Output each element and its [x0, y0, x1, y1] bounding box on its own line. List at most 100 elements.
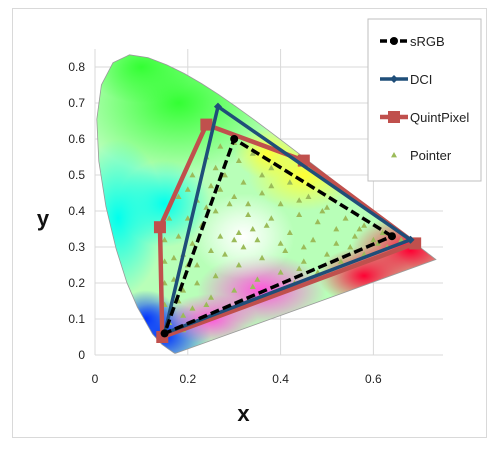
- locus-fill: [96, 54, 436, 354]
- data-point-pointer: [235, 157, 242, 163]
- y-tick-label: 0: [78, 348, 85, 362]
- data-point-pointer: [217, 233, 224, 239]
- data-point-pointer: [398, 236, 405, 243]
- y-tick-label: 0.7: [68, 96, 85, 110]
- data-point-pointer: [212, 272, 219, 279]
- legend-label: Pointer: [410, 148, 452, 163]
- legend-label: QuintPixel: [410, 110, 469, 125]
- data-point-pointer: [235, 229, 242, 235]
- legend-label: DCI: [410, 72, 432, 87]
- legend: sRGB DCI QuintPixel Pointer: [367, 18, 482, 182]
- chromaticity-locus: [96, 54, 437, 354]
- locus-glow: [96, 54, 198, 103]
- data-point-pointer: [184, 186, 191, 192]
- x-tick-label: 0: [92, 372, 99, 386]
- data-point-pointer: [180, 312, 187, 318]
- data-point-pointer: [310, 236, 317, 243]
- x-axis-label: x: [237, 401, 250, 426]
- data-point-pointer: [286, 179, 293, 185]
- data-point-pointer: [305, 193, 312, 199]
- data-point-pointer: [249, 150, 256, 156]
- data-point-pointer: [268, 182, 275, 189]
- data-point-pointer: [259, 172, 266, 178]
- data-point-pointer: [184, 215, 191, 221]
- data-point-pointer: [333, 240, 340, 246]
- data-point-pointer: [379, 229, 386, 235]
- data-point-pointer: [356, 226, 363, 232]
- y-tick-label: 0.8: [68, 60, 85, 74]
- data-point-pointer: [212, 208, 219, 214]
- legend-label: sRGB: [410, 34, 445, 49]
- x-tick-label: 0.6: [365, 372, 382, 386]
- data-point-pointer: [249, 283, 256, 289]
- data-point-pointer: [361, 222, 368, 228]
- data-point-pointer: [175, 193, 182, 199]
- data-point-pointer: [337, 258, 344, 264]
- data-point-pointer: [208, 294, 214, 300]
- series-group: [153, 102, 422, 343]
- data-point-pointer: [324, 204, 330, 210]
- data-point-pointer: [189, 240, 196, 246]
- series-pointer: [161, 139, 405, 333]
- data-point-pointer: [263, 222, 270, 228]
- chart-frame: 0 0.2 0.4 0.6 0 0.1 0.2 0.3 0.4 0.5 0.6 0.7 0.8 x y sR…: [12, 8, 487, 438]
- data-point-pointer: [161, 258, 168, 264]
- data-point-pointer: [300, 258, 307, 264]
- series-line-dci: [162, 104, 412, 336]
- data-point-pointer: [217, 186, 224, 192]
- legend-marker: [391, 152, 397, 158]
- x-tick-label: 0.2: [179, 372, 196, 386]
- data-point-dci: [406, 235, 415, 244]
- data-point-pointer: [217, 143, 224, 149]
- data-point-pointer: [370, 236, 377, 243]
- chromaticity-chart: 0 0.2 0.4 0.6 0 0.1 0.2 0.3 0.4 0.5 0.6 0.7 0.8 x y sR…: [37, 18, 482, 426]
- y-axis-label: y: [37, 206, 50, 231]
- data-point-pointer: [203, 301, 210, 307]
- locus-outline: [96, 54, 437, 354]
- data-point-pointer: [194, 262, 201, 268]
- series-srgb: [160, 135, 396, 338]
- data-point-pointer: [231, 193, 238, 199]
- data-point-pointer: [249, 226, 256, 232]
- data-point-pointer: [221, 251, 228, 257]
- data-point-pointer: [161, 236, 168, 243]
- data-point-pointer: [319, 208, 326, 214]
- legend-marker: [390, 75, 398, 83]
- data-point-pointer: [245, 200, 252, 207]
- locus-glow: [192, 193, 295, 280]
- axes: 0 0.2 0.4 0.6 0 0.1 0.2 0.3 0.4 0.5 0.6 0.7 0.8 x y: [37, 60, 382, 426]
- data-point-pointer: [254, 276, 261, 282]
- data-point-pointer: [296, 265, 303, 271]
- legend-item-pointer: Pointer: [391, 148, 452, 163]
- x-tick-label: 0.4: [272, 372, 289, 386]
- data-point-pointer: [231, 236, 238, 243]
- data-point-pointer: [180, 287, 187, 293]
- data-point-pointer: [333, 226, 340, 232]
- locus-glow: [118, 160, 211, 247]
- data-point-quintpixel: [200, 118, 213, 131]
- data-point-pointer: [166, 215, 173, 221]
- data-point-srgb: [160, 329, 169, 338]
- data-point-pointer: [189, 172, 196, 178]
- data-point-pointer: [245, 211, 252, 217]
- data-point-pointer: [259, 254, 266, 261]
- data-point-pointer: [375, 240, 382, 246]
- y-tick-label: 0.6: [68, 132, 85, 146]
- data-point-pointer: [208, 247, 214, 253]
- legend-box: [367, 18, 482, 182]
- data-point-pointer: [240, 244, 247, 250]
- y-tick-label: 0.2: [68, 276, 85, 290]
- data-point-pointer: [221, 172, 228, 178]
- data-point-pointer: [240, 179, 247, 185]
- data-point-pointer: [324, 251, 330, 257]
- data-point-pointer: [203, 204, 210, 210]
- data-point-pointer: [282, 247, 289, 253]
- data-point-pointer: [170, 254, 177, 261]
- data-point-pointer: [347, 244, 354, 250]
- data-point-pointer: [277, 200, 284, 207]
- y-tick-label: 0.1: [68, 312, 85, 326]
- data-point-pointer: [342, 215, 349, 221]
- data-point-pointer: [286, 229, 293, 235]
- data-point-pointer: [268, 215, 275, 221]
- data-point-pointer: [208, 182, 214, 189]
